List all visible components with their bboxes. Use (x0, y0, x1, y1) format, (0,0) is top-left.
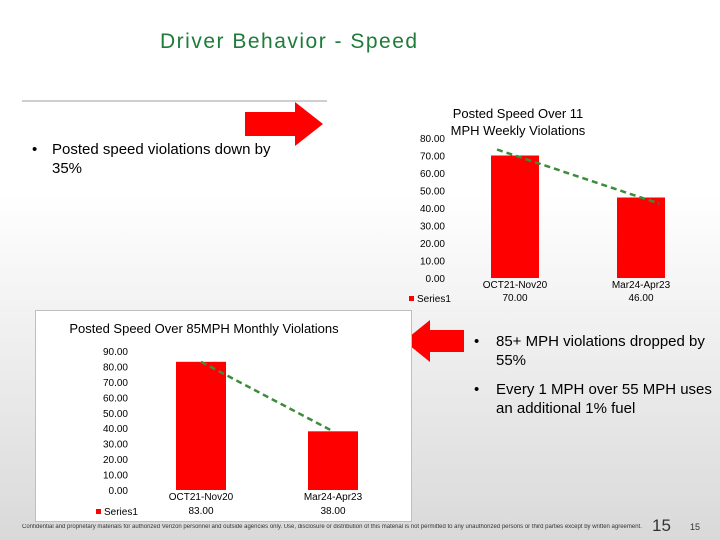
bullet-item: 85+ MPH violations dropped by 55% (474, 332, 720, 370)
chart-title: Posted Speed Over 85MPH Monthly Violatio… (69, 321, 339, 336)
y-tick-label: 30.00 (103, 440, 128, 451)
legend-swatch (96, 509, 101, 514)
legend-swatch (409, 296, 414, 301)
weekly-chart-canvas: Posted Speed Over 11 MPH Weekly Violation… (409, 106, 671, 305)
page-number-large: 15 (652, 516, 671, 535)
data-label: 70.00 (502, 293, 527, 304)
trendline (200, 360, 334, 433)
y-tick-label: 50.00 (103, 409, 128, 420)
y-tick-label: 0.00 (426, 274, 446, 285)
left-arrow-icon (404, 320, 464, 362)
bullet-item: Posted speed violations down by 35% (32, 140, 302, 178)
x-tick-label: Mar24-Apr23 (612, 280, 671, 291)
data-label: 38.00 (320, 506, 345, 517)
y-tick-label: 50.00 (420, 187, 445, 198)
y-tick-label: 80.00 (420, 134, 445, 145)
y-tick-label: 40.00 (103, 424, 128, 435)
title-divider (22, 100, 327, 102)
y-tick-label: 20.00 (103, 455, 128, 466)
chart-title: Posted Speed Over 11 MPH Weekly Violation… (451, 106, 586, 138)
trendline (496, 148, 660, 205)
bullet-list-right: 85+ MPH violations dropped by 55% Every … (474, 332, 720, 428)
y-tick-label: 90.00 (103, 347, 128, 358)
y-tick-label: 70.00 (420, 152, 445, 163)
weekly-violations-chart: Posted Speed Over 11 MPH Weekly Violation… (325, 98, 714, 310)
monthly-violations-chart: Posted Speed Over 85MPH Monthly Violatio… (35, 310, 412, 522)
y-tick-label: 10.00 (420, 257, 445, 268)
right-arrow-icon (245, 102, 323, 146)
bullet-item: Every 1 MPH over 55 MPH uses an addition… (474, 380, 720, 418)
y-tick-label: 10.00 (103, 471, 128, 482)
legend-label: Series1 (417, 294, 451, 305)
bar (176, 361, 226, 490)
y-tick-label: 40.00 (420, 204, 445, 215)
footer-disclaimer: Confidential and proprietary materials f… (22, 524, 642, 530)
y-tick-label: 30.00 (420, 222, 445, 233)
x-tick-label: OCT21-Nov20 (483, 280, 548, 291)
y-tick-label: 0.00 (109, 486, 129, 497)
y-tick-label: 80.00 (103, 362, 128, 373)
page-number-small: 15 (690, 522, 701, 532)
legend-label: Series1 (104, 507, 138, 518)
bar (617, 197, 665, 278)
y-tick-label: 60.00 (103, 393, 128, 404)
y-tick-label: 20.00 (420, 239, 445, 250)
monthly-chart-canvas: Posted Speed Over 85MPH Monthly Violatio… (69, 321, 363, 518)
bullet-list-top: Posted speed violations down by 35% (32, 140, 302, 186)
x-tick-label: Mar24-Apr23 (304, 492, 363, 503)
bar (308, 431, 358, 490)
slide-title: Driver Behavior - Speed (160, 30, 419, 53)
x-tick-label: OCT21-Nov20 (169, 492, 234, 503)
data-label: 83.00 (188, 506, 213, 517)
bar (491, 155, 539, 278)
data-label: 46.00 (628, 293, 653, 304)
y-tick-label: 70.00 (103, 378, 128, 389)
y-tick-label: 60.00 (420, 169, 445, 180)
